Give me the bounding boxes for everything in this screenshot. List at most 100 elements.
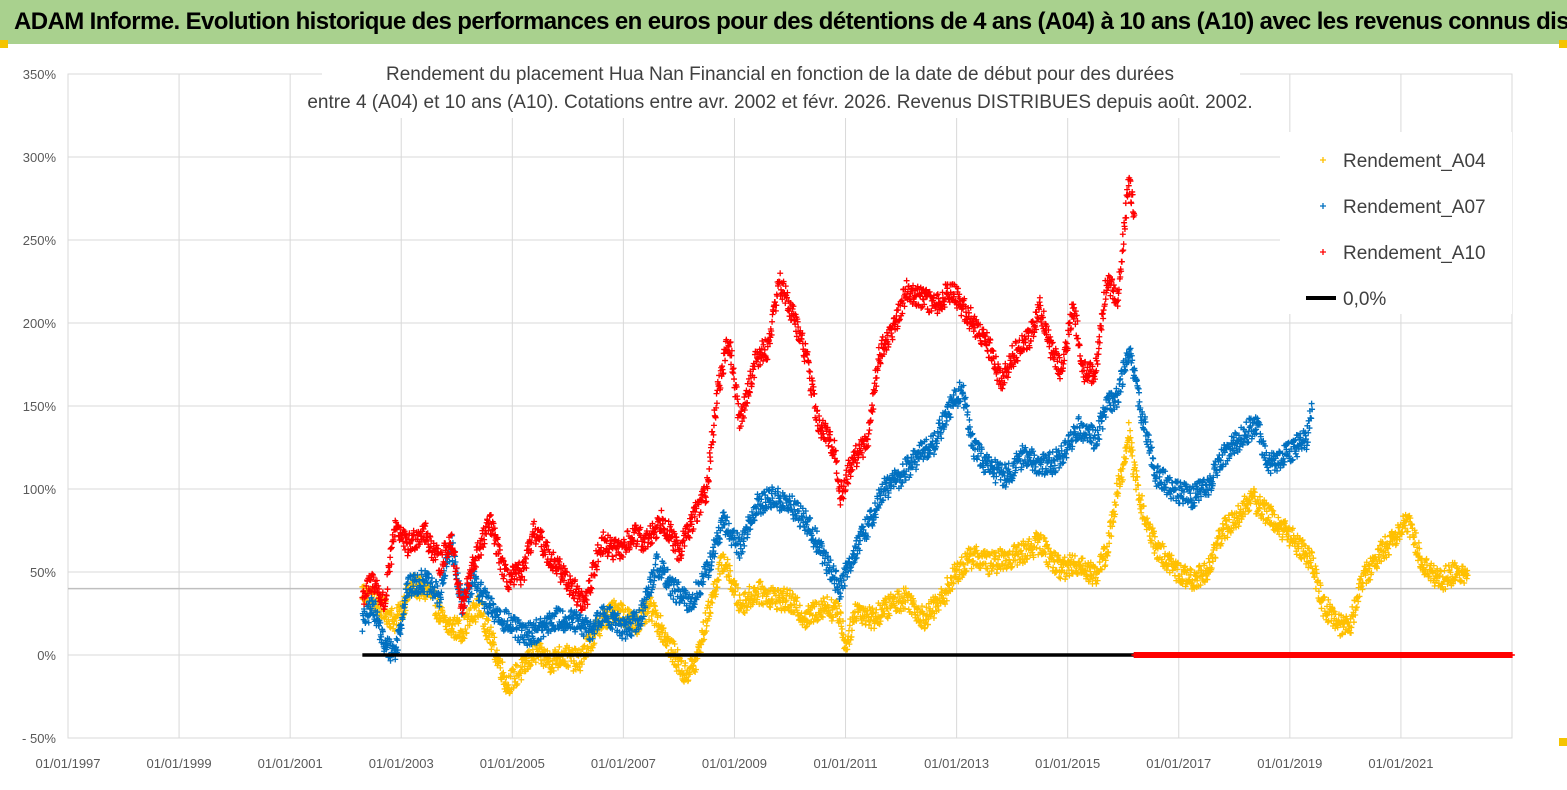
- data-point: [473, 602, 480, 609]
- data-point: [693, 666, 700, 673]
- data-point: [703, 628, 710, 635]
- data-point: [924, 621, 931, 628]
- data-point: [625, 606, 632, 613]
- data-point: [1113, 480, 1120, 487]
- data-point: [995, 556, 1002, 563]
- data-point: [733, 580, 740, 587]
- data-point: [1245, 508, 1252, 515]
- data-point: [1203, 572, 1210, 579]
- data-point: [751, 595, 758, 602]
- data-point: [481, 621, 488, 628]
- data-point: [1056, 574, 1063, 581]
- data-point: [1146, 533, 1153, 540]
- data-point: [706, 613, 713, 620]
- data-point: [1087, 568, 1094, 575]
- data-point: [1206, 559, 1213, 566]
- data-point: [1128, 439, 1135, 446]
- data-point: [624, 606, 631, 613]
- data-point: [1323, 612, 1330, 619]
- data-point: [703, 622, 710, 629]
- data-point: [910, 597, 917, 604]
- x-tick-label: 01/01/2009: [702, 756, 767, 771]
- data-point: [802, 616, 809, 623]
- data-point: [1071, 552, 1078, 559]
- data-point: [1045, 545, 1052, 552]
- data-point: [1093, 580, 1100, 587]
- data-point: [1110, 519, 1117, 526]
- x-tick-label: 01/01/2007: [591, 756, 656, 771]
- data-point: [662, 629, 669, 636]
- data-point: [514, 662, 521, 669]
- data-point: [556, 643, 563, 650]
- data-point: [1309, 549, 1316, 556]
- data-point: [789, 591, 796, 598]
- data-point: [890, 594, 897, 601]
- data-point: [883, 599, 890, 606]
- data-point: [671, 641, 678, 648]
- x-tick-label: 01/01/1999: [147, 756, 212, 771]
- data-point: [1313, 570, 1320, 577]
- data-point: [690, 662, 697, 669]
- y-tick-label: 300%: [23, 150, 57, 165]
- data-point: [732, 588, 739, 595]
- data-point: [853, 615, 860, 622]
- data-point: [840, 631, 847, 638]
- data-point: [846, 641, 853, 648]
- data-point: [1133, 486, 1140, 493]
- data-point: [1362, 563, 1369, 570]
- data-point: [1334, 624, 1341, 631]
- data-point: [485, 617, 492, 624]
- data-point: [731, 592, 738, 599]
- data-point: [1018, 550, 1025, 557]
- data-point: [1174, 559, 1181, 566]
- data-point: [1092, 563, 1099, 570]
- data-point: [824, 594, 831, 601]
- data-point: [490, 630, 497, 637]
- data-point: [1012, 557, 1019, 564]
- data-point: [487, 624, 494, 631]
- data-point: [439, 609, 446, 616]
- data-point: [917, 622, 924, 629]
- data-point: [821, 598, 828, 605]
- data-point: [820, 595, 827, 602]
- data-point: [589, 644, 596, 651]
- data-point: [1151, 533, 1158, 540]
- data-point: [1082, 567, 1089, 574]
- data-point: [1096, 559, 1103, 566]
- data-point: [1318, 605, 1325, 612]
- data-point: [737, 597, 744, 604]
- data-point: [493, 647, 500, 654]
- data-point: [949, 565, 956, 572]
- data-point: [525, 647, 532, 654]
- data-point: [938, 585, 945, 592]
- data-point: [490, 641, 497, 648]
- data-point: [496, 655, 503, 662]
- data-point: [1104, 543, 1110, 550]
- data-point: [759, 583, 766, 590]
- data-point: [1201, 560, 1208, 567]
- data-point: [1018, 547, 1025, 554]
- data-point: [812, 599, 819, 606]
- data-point: [1033, 529, 1040, 536]
- y-tick-label: 150%: [23, 399, 57, 414]
- data-point: [740, 609, 747, 616]
- data-point: [1353, 604, 1360, 611]
- data-point: [1293, 551, 1300, 558]
- data-point: [863, 617, 870, 624]
- data-point: [828, 596, 835, 603]
- data-point: [653, 609, 660, 616]
- data-point: [456, 617, 463, 624]
- data-point: [685, 677, 692, 684]
- data-point: [1086, 576, 1093, 583]
- data-point: [962, 568, 969, 575]
- data-point: [1221, 532, 1228, 539]
- data-point: [1355, 598, 1362, 605]
- data-point: [1110, 508, 1117, 515]
- data-point: [960, 571, 967, 578]
- data-point: [1079, 555, 1086, 562]
- data-point: [876, 621, 883, 628]
- data-point: [1131, 459, 1138, 466]
- data-point: [927, 613, 934, 620]
- data-point: [715, 577, 722, 584]
- data-point: [846, 622, 853, 629]
